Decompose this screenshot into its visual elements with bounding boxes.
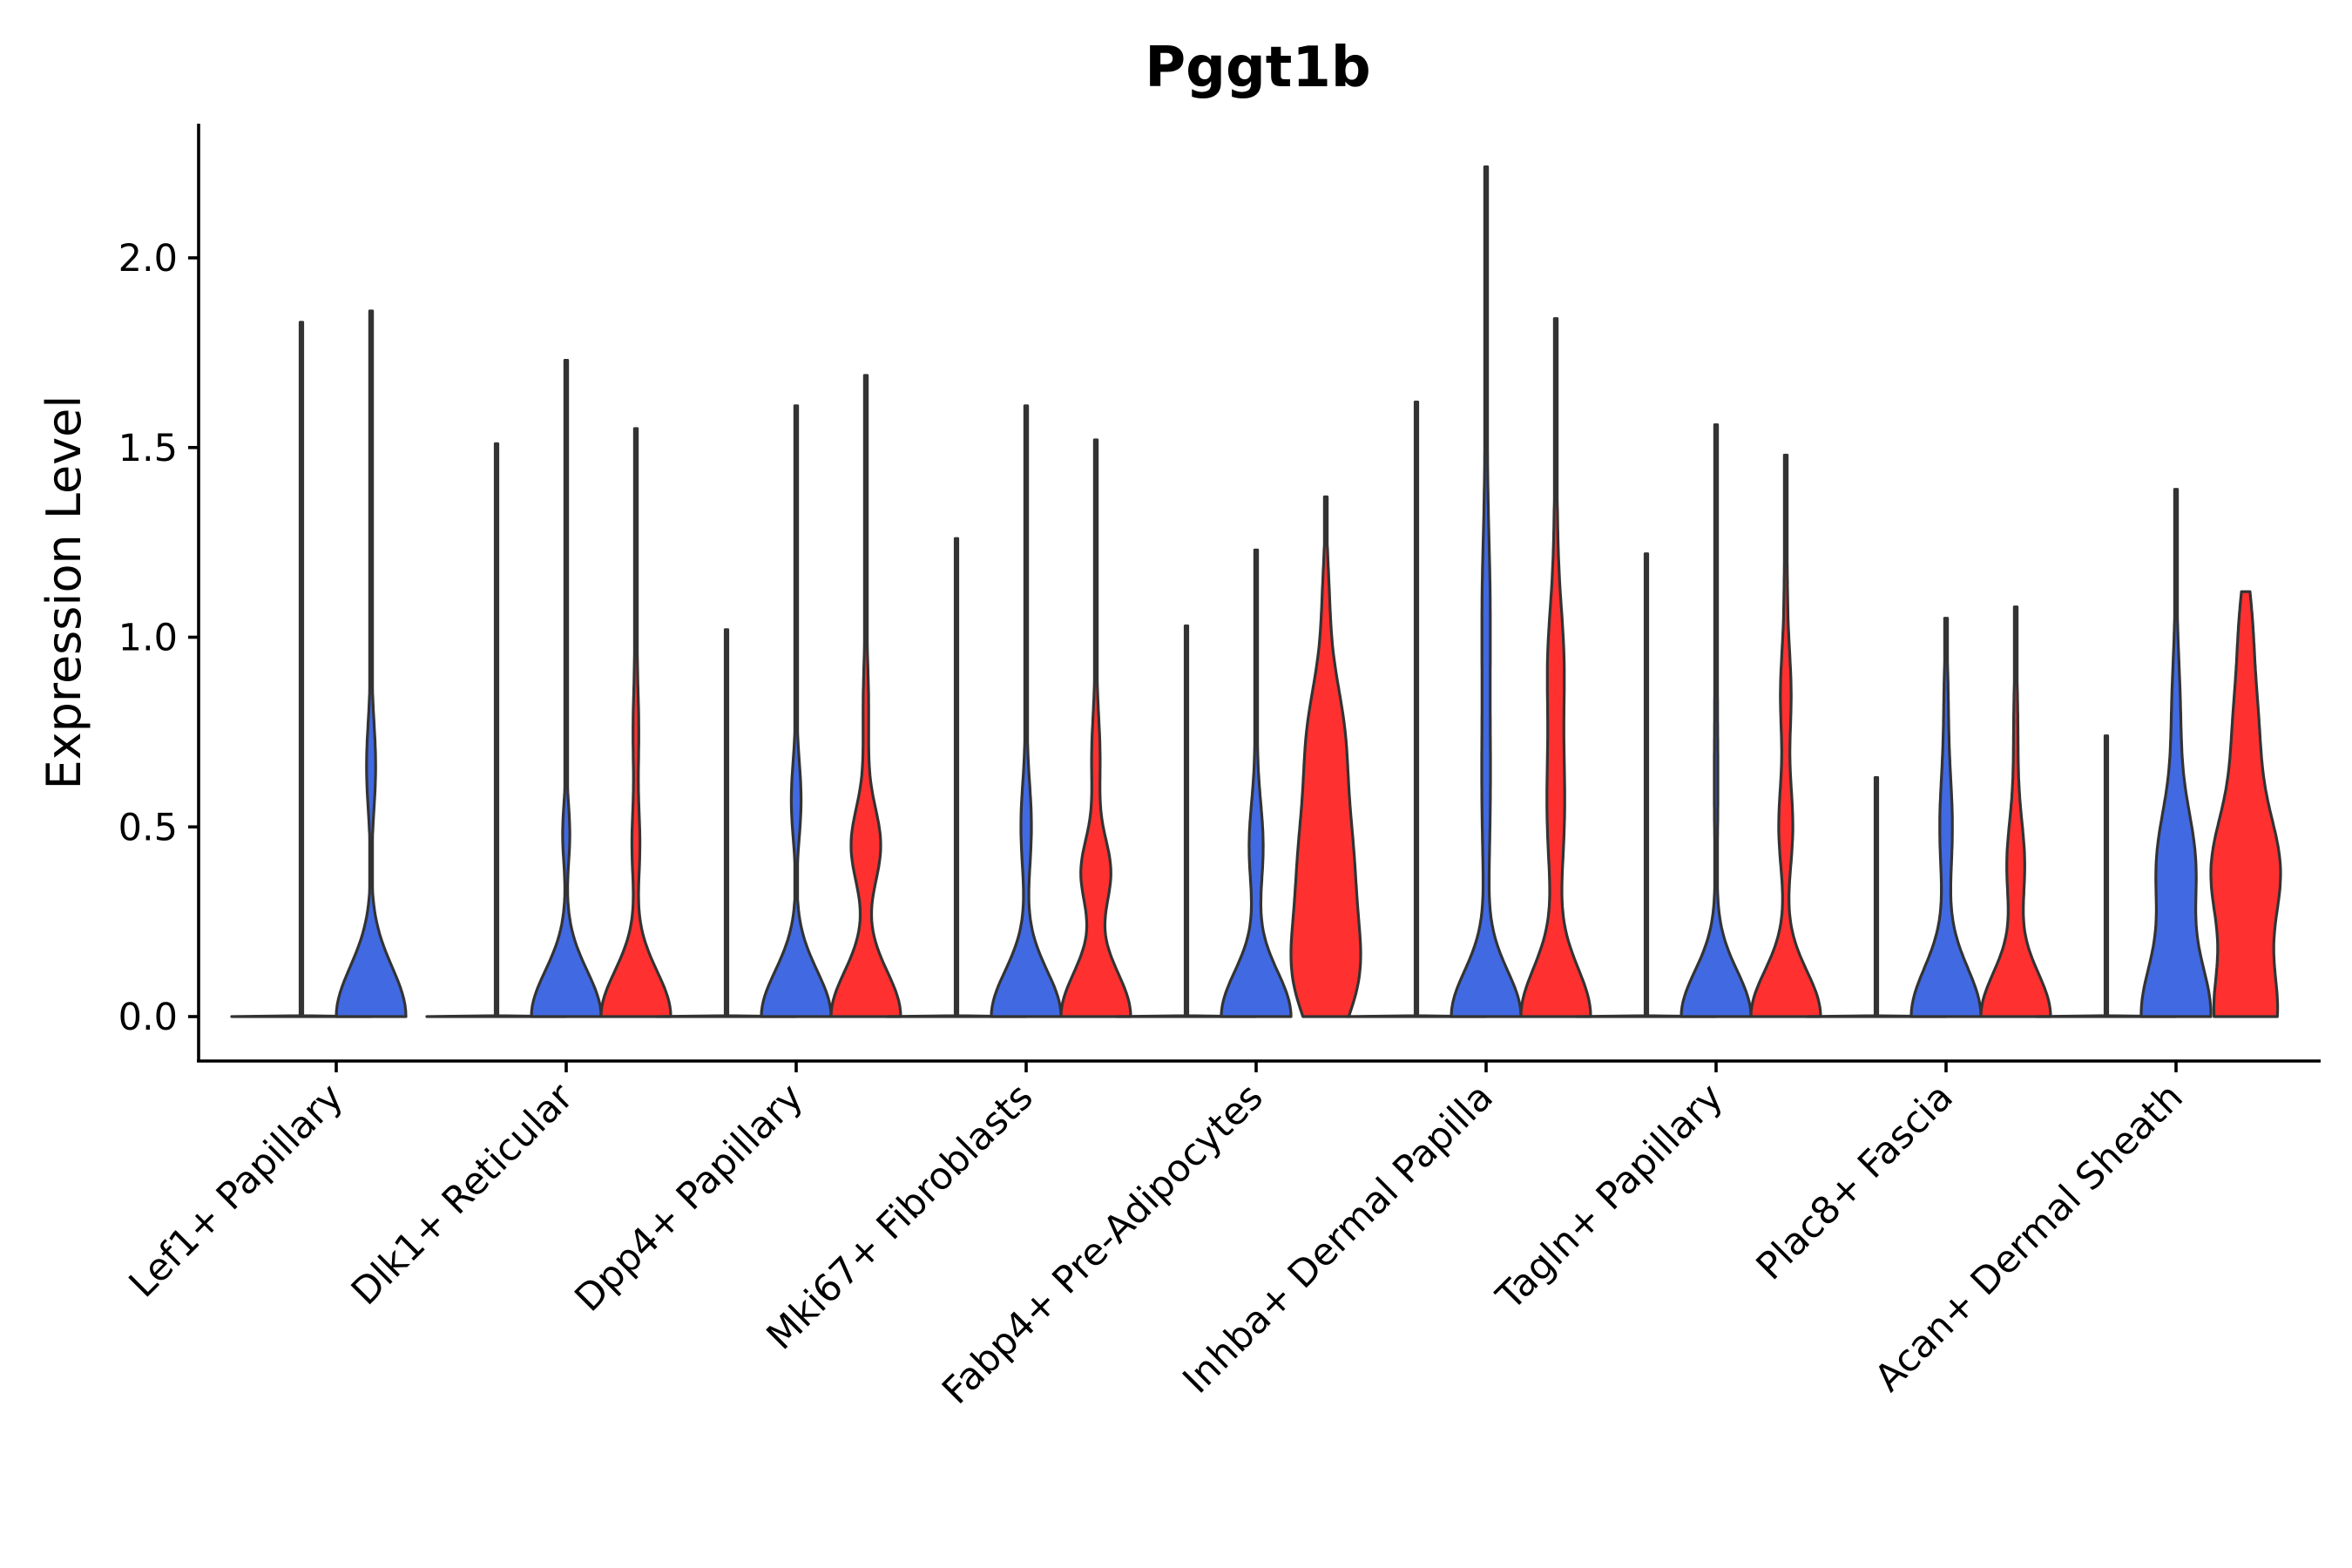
y-tick-label: 0.0: [118, 996, 178, 1039]
violin-6-2: [1749, 453, 1822, 1018]
violin-8-2: [2209, 590, 2282, 1018]
y-tick-label: 1.0: [118, 617, 178, 660]
y-tick-label: 2.0: [118, 237, 178, 280]
violin-3-2: [1059, 438, 1132, 1018]
violin-8-1: [2139, 488, 2213, 1018]
y-tick-label: 1.5: [118, 427, 178, 470]
violin-5-1: [1450, 165, 1523, 1018]
violin-1-1: [530, 359, 603, 1018]
violin-7-2: [1979, 605, 2052, 1018]
violin-2-1: [760, 404, 833, 1018]
violin-4-2: [1289, 495, 1362, 1018]
violin-5-0: [1345, 400, 1488, 1018]
x-tick-label: Dlk1+ Reticular: [343, 1075, 582, 1314]
y-axis-label: Expression Level: [37, 395, 91, 790]
violin-1-2: [599, 427, 672, 1018]
violin-0-0: [230, 321, 373, 1018]
x-tick-label: Plac8+ Fascia: [1748, 1075, 1962, 1288]
chart-title: Pggt1b: [1145, 36, 1370, 100]
violin-4-0: [1115, 624, 1258, 1018]
violin-0-1: [335, 309, 408, 1018]
y-axis-ticks: 0.0 0.5 1.0 1.5 2.0: [118, 237, 199, 1039]
violin-5-2: [1519, 317, 1592, 1018]
violin-layer: [230, 165, 2282, 1018]
violin-4-1: [1220, 548, 1293, 1018]
violin-1-0: [425, 442, 568, 1018]
x-tick-label: Tagln+ Papillary: [1488, 1075, 1732, 1319]
violin-3-1: [990, 404, 1063, 1018]
violin-7-1: [1909, 617, 1983, 1018]
violin-2-0: [655, 628, 798, 1018]
x-tick-label: Dpp4+ Papillary: [567, 1075, 812, 1320]
violin-6-1: [1680, 423, 1753, 1018]
violin-3-0: [885, 537, 1028, 1018]
violin-2-2: [829, 374, 902, 1018]
violin-6-0: [1575, 552, 1718, 1018]
y-tick-label: 0.5: [118, 806, 178, 849]
x-tick-label: Lef1+ Papillary: [121, 1075, 352, 1306]
